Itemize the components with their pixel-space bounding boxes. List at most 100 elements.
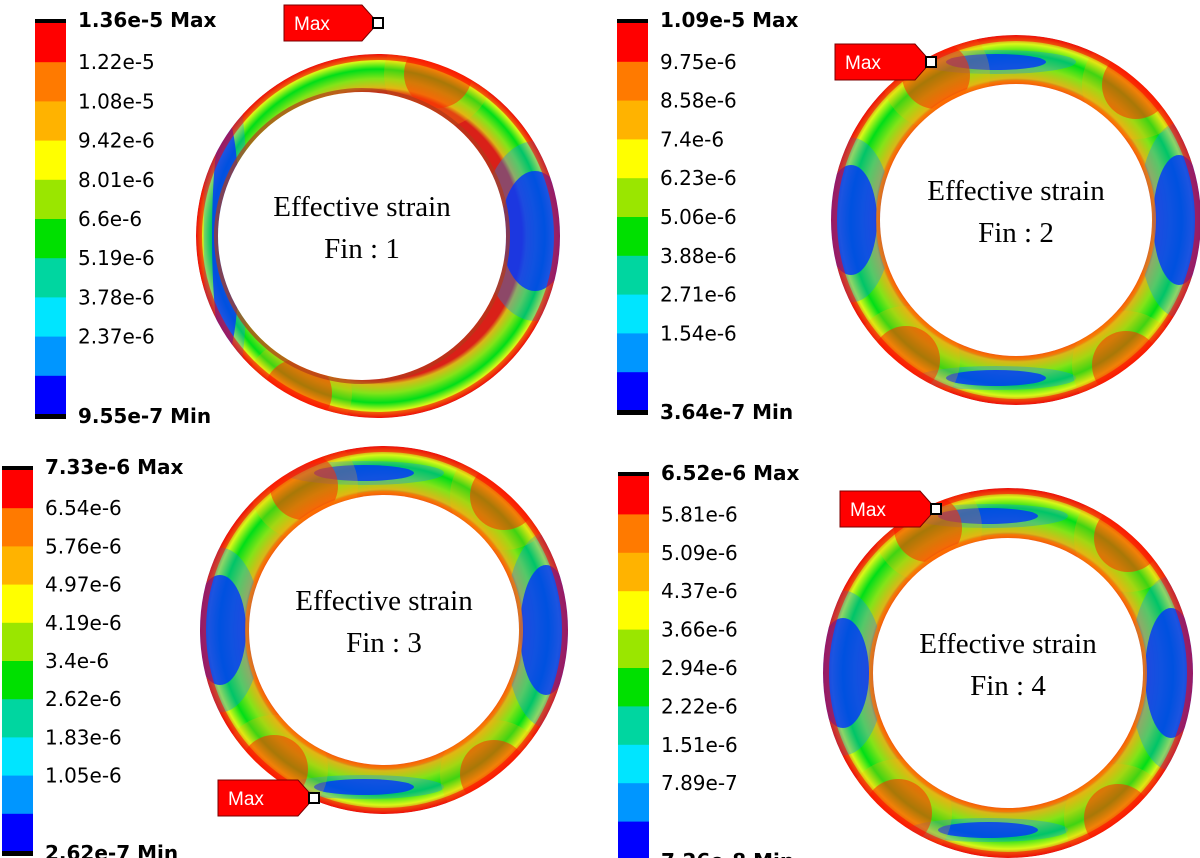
panel-title: Effective strain xyxy=(927,175,1105,207)
legend-min-label: 2.62e-7 Min xyxy=(45,841,178,858)
legend-max-label: 1.09e-5 Max xyxy=(660,8,798,32)
legend-tick-label: 3.66e-6 xyxy=(661,618,738,642)
legend-tick-label: 6.6e-6 xyxy=(78,207,142,231)
legend-min-label: 7.26e-8 Min xyxy=(661,849,794,858)
low-strain-region xyxy=(938,508,1038,524)
legend-tick-label: 1.51e-6 xyxy=(661,733,738,757)
low-strain-region xyxy=(946,54,1046,70)
max-probe-tag: Max xyxy=(834,43,937,81)
legend-swatch xyxy=(35,62,66,102)
legend-tick-label: 9.42e-6 xyxy=(78,129,155,153)
legend-swatch xyxy=(618,783,649,823)
legend-swatch xyxy=(35,219,66,259)
legend-tick-label: 8.01e-6 xyxy=(78,168,155,192)
legend-swatch xyxy=(2,470,33,509)
low-strain-region xyxy=(946,370,1046,386)
legend-tick-label: 3.88e-6 xyxy=(660,244,737,268)
legend-tick-label: 2.37e-6 xyxy=(78,325,155,349)
legend-swatch xyxy=(618,706,649,746)
legend-swatch xyxy=(618,591,649,631)
legend-tick-label: 5.76e-6 xyxy=(45,534,122,558)
low-strain-region xyxy=(520,565,572,695)
low-strain-region xyxy=(212,116,240,356)
legend-tick-label: 9.75e-6 xyxy=(660,50,737,74)
legend-max-label: 1.36e-5 Max xyxy=(78,8,216,32)
legend-swatch xyxy=(2,546,33,586)
panel-fin-1: 1.36e-5 Max 1.22e-5 1.08e-5 9.42e-6 8.01e-6 6… xyxy=(35,4,590,447)
panel-title: Effective strain xyxy=(273,191,451,223)
legend-tick-label: 4.37e-6 xyxy=(661,579,738,603)
legend-swatch xyxy=(35,336,66,377)
legend-swatch xyxy=(35,258,66,298)
legend-swatch xyxy=(617,372,648,412)
legend-max-label: 7.33e-6 Max xyxy=(45,455,183,479)
probe-point-marker xyxy=(930,503,942,515)
probe-point-marker xyxy=(308,792,320,804)
panel-title: Effective strain xyxy=(919,628,1097,660)
legend-swatch xyxy=(618,821,649,858)
panel-subtitle: Fin : 4 xyxy=(970,670,1046,702)
legend-tick-label: 5.19e-6 xyxy=(78,246,155,270)
legend-swatch xyxy=(2,622,33,662)
max-probe-tag: Max xyxy=(217,779,320,817)
max-tag-label: Max xyxy=(294,14,330,35)
legend-tick-label: 7.4e-6 xyxy=(660,127,724,151)
high-strain-region xyxy=(404,40,472,108)
panel-subtitle: Fin : 3 xyxy=(346,627,422,659)
legend-swatch xyxy=(2,775,33,815)
legend-swatch xyxy=(617,100,648,140)
legend-tick-label: 1.83e-6 xyxy=(45,725,122,749)
panel-subtitle: Fin : 2 xyxy=(978,217,1054,249)
legend-swatch xyxy=(2,508,33,547)
max-tag-label: Max xyxy=(850,500,886,521)
legend-min-cap xyxy=(2,851,33,856)
low-strain-region xyxy=(938,822,1038,838)
legend-swatch xyxy=(35,101,66,142)
legend-swatch xyxy=(617,23,648,63)
legend-tick-label: 5.06e-6 xyxy=(660,205,737,229)
legend-tick-label: 1.54e-6 xyxy=(660,321,737,345)
color-legend: 7.33e-6 Max 6.54e-6 5.76e-6 4.97e-6 4.19e-6 3… xyxy=(2,455,183,858)
legend-tick-label: 4.19e-6 xyxy=(45,611,122,635)
legend-max-label: 6.52e-6 Max xyxy=(661,461,799,485)
legend-swatch xyxy=(2,661,33,700)
legend-swatch xyxy=(617,294,648,334)
color-legend: 1.36e-5 Max 1.22e-5 1.08e-5 9.42e-6 8.01e-6 6… xyxy=(35,8,216,428)
color-legend: 1.09e-5 Max 9.75e-6 8.58e-6 7.4e-6 6.23e-6 5.… xyxy=(617,8,798,424)
legend-tick-label: 2.71e-6 xyxy=(660,283,737,307)
legend-swatch xyxy=(617,255,648,296)
legend-max-cap xyxy=(617,19,648,24)
legend-swatch xyxy=(617,61,648,102)
panel-title: Effective strain xyxy=(295,585,473,617)
legend-min-cap xyxy=(35,414,66,419)
legend-max-cap xyxy=(35,19,66,24)
legend-tick-label: 5.09e-6 xyxy=(661,541,738,565)
legend-tick-label: 6.54e-6 xyxy=(45,496,122,520)
legend-swatch xyxy=(35,140,66,181)
legend-tick-label: 3.78e-6 xyxy=(78,285,155,309)
legend-swatch xyxy=(617,139,648,179)
low-strain-region xyxy=(1153,155,1200,285)
panel-fin-2: 1.09e-5 Max 9.75e-6 8.58e-6 7.4e-6 6.23e-6 5.… xyxy=(617,8,1200,424)
low-strain-region xyxy=(1145,608,1197,738)
fin-ring-contour xyxy=(178,432,588,828)
legend-tick-label: 3.4e-6 xyxy=(45,649,109,673)
legend-swatch xyxy=(2,699,33,738)
max-tag-label: Max xyxy=(228,789,264,810)
legend-tick-label: 4.97e-6 xyxy=(45,573,122,597)
panel-fin-3: 7.33e-6 Max 6.54e-6 5.76e-6 4.97e-6 4.19e-6 3… xyxy=(2,432,588,858)
probe-point-marker xyxy=(925,56,937,68)
legend-tick-label: 1.08e-5 xyxy=(78,89,155,113)
legend-min-cap xyxy=(617,410,648,415)
legend-max-cap xyxy=(618,472,649,477)
legend-tick-label: 7.89e-7 xyxy=(661,771,738,795)
low-strain-region xyxy=(314,779,414,795)
legend-swatch xyxy=(618,629,649,669)
legend-max-cap xyxy=(2,466,33,471)
legend-swatch xyxy=(35,375,66,416)
low-strain-region xyxy=(314,465,414,481)
max-probe-tag: Max xyxy=(283,4,384,42)
legend-tick-label: 2.62e-6 xyxy=(45,687,122,711)
legend-swatch xyxy=(35,179,66,220)
legend-swatch xyxy=(618,668,649,707)
